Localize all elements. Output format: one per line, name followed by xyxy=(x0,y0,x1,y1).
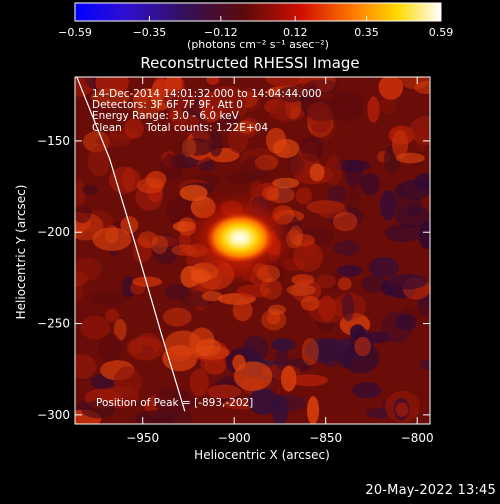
annotation-counts: Total counts: 1.22E+04 xyxy=(145,122,268,134)
annotation-peak-position: Position of Peak = [-893,-202] xyxy=(96,397,253,409)
annotation-detectors: Detectors: 3F 6F 7F 9F, Att 0 xyxy=(92,99,243,111)
axis-ticks: −950 −900 −850 −800 −150 −200 −250 −300 xyxy=(37,77,434,445)
y-axis-label: Heliocentric Y (arcsec) xyxy=(14,185,28,320)
timestamp: 20-May-2022 13:45 xyxy=(365,483,496,498)
annotation-energy: Energy Range: 3.0 - 6.0 keV xyxy=(92,110,240,122)
colorbar-tick-label: 0.59 xyxy=(429,26,454,39)
chart-title: Reconstructed RHESSI Image xyxy=(140,54,359,72)
solar-limb xyxy=(76,77,186,412)
x-tick-label: −850 xyxy=(309,431,342,445)
colorbar-tick-label: −0.35 xyxy=(133,26,167,39)
image-panel xyxy=(75,77,430,424)
colorbar-unit-label: (photons cm⁻² s⁻¹ asec⁻²) xyxy=(187,38,329,51)
y-tick-label: −300 xyxy=(37,408,70,422)
y-tick-label: −250 xyxy=(37,317,70,331)
x-tick-label: −800 xyxy=(401,431,434,445)
colorbar xyxy=(74,2,442,22)
colorbar-tick-label: −0.59 xyxy=(58,26,92,39)
annotation-time-range: 14-Dec-2014 14:01:32.000 to 14:04:44.000 xyxy=(92,88,322,100)
colorbar-tick-label: −0.12 xyxy=(204,26,238,39)
x-tick-label: −900 xyxy=(218,431,251,445)
colorbar-tick-label: 0.12 xyxy=(283,26,308,39)
annotation-method: Clean xyxy=(92,122,122,134)
source-core xyxy=(206,213,274,263)
y-tick-label: −150 xyxy=(37,134,70,148)
colorbar-ticks: −0.59 −0.35 −0.12 0.12 0.35 0.59 xyxy=(58,16,453,39)
colorbar-tick-label: 0.35 xyxy=(354,26,379,39)
x-tick-label: −950 xyxy=(126,431,159,445)
y-tick-label: −200 xyxy=(37,225,70,239)
image-texture xyxy=(75,77,430,424)
x-axis-label: Heliocentric X (arcsec) xyxy=(194,448,330,462)
plot-frame xyxy=(74,76,431,425)
